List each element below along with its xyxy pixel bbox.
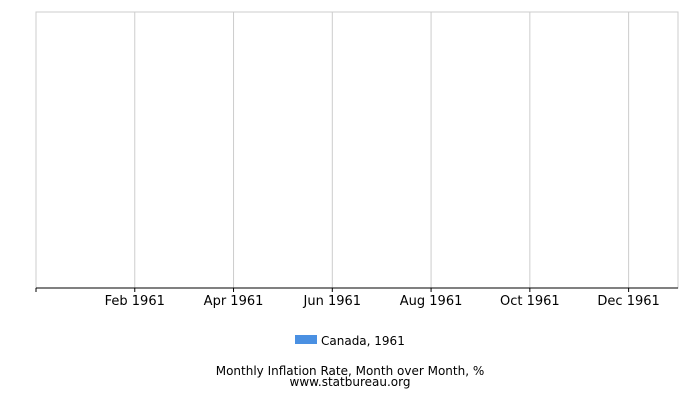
x-tick-label: Apr 1961 [204, 294, 264, 309]
x-tick-label: Jun 1961 [303, 294, 362, 309]
x-tick-label: Feb 1961 [105, 294, 165, 309]
x-tick-label: Aug 1961 [400, 294, 463, 309]
x-tick-label: Dec 1961 [597, 294, 659, 309]
legend-swatch [295, 335, 317, 344]
chart-title: Monthly Inflation Rate, Month over Month… [216, 364, 485, 378]
legend-label: Canada, 1961 [321, 334, 405, 348]
x-tick-label: Oct 1961 [500, 294, 560, 309]
source: www.statbureau.org [290, 375, 411, 389]
plot-area [35, 11, 679, 289]
